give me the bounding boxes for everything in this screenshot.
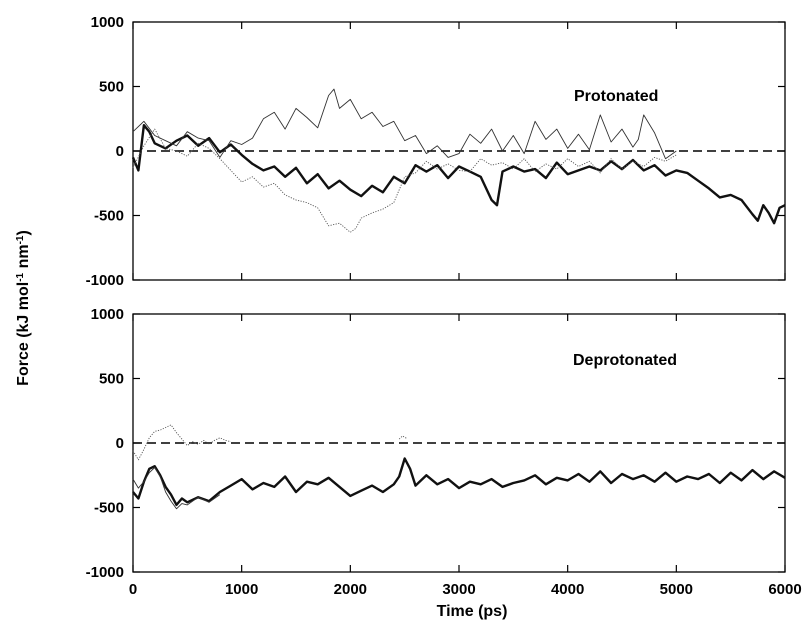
x-tick-label: 2000	[334, 581, 367, 598]
series-line-thin	[132, 88, 677, 160]
x-tick-label: 5000	[660, 581, 693, 598]
x-axis-title: Time (ps)	[437, 603, 508, 620]
y-tick-label: -1000	[86, 272, 124, 289]
series-line-thick	[131, 123, 786, 225]
series-line-dotted	[132, 128, 677, 233]
y-tick-label: -500	[94, 208, 124, 225]
series-line-dotted	[398, 435, 408, 440]
y-tick-label: 1000	[91, 14, 124, 31]
y-tick-label: 0	[116, 435, 124, 452]
series-line-thin	[132, 467, 221, 510]
series-line-thick	[132, 457, 786, 507]
y-tick-label: -500	[94, 500, 124, 517]
panel-label: Protonated	[574, 88, 658, 105]
y-tick-label: 1000	[91, 306, 124, 323]
protonated-panel: 1000 500 0 -500 -1000 Protonated	[86, 14, 786, 289]
x-tick-label: 0	[129, 581, 137, 598]
x-tick-label: 3000	[442, 581, 475, 598]
y-tick-label: 500	[99, 79, 124, 96]
y-tick-label: 500	[99, 371, 124, 388]
y-tick-label: 0	[116, 143, 124, 160]
y-tick-label: -1000	[86, 564, 124, 581]
y-axis-title: Force (kJ mol-1 nm-1)	[15, 230, 33, 386]
x-tick-label: 1000	[225, 581, 258, 598]
x-tick-label: 6000	[768, 581, 801, 598]
x-tick-label: 4000	[551, 581, 584, 598]
panel-label: Deprotonated	[573, 352, 677, 369]
series-line-dotted	[132, 424, 231, 461]
